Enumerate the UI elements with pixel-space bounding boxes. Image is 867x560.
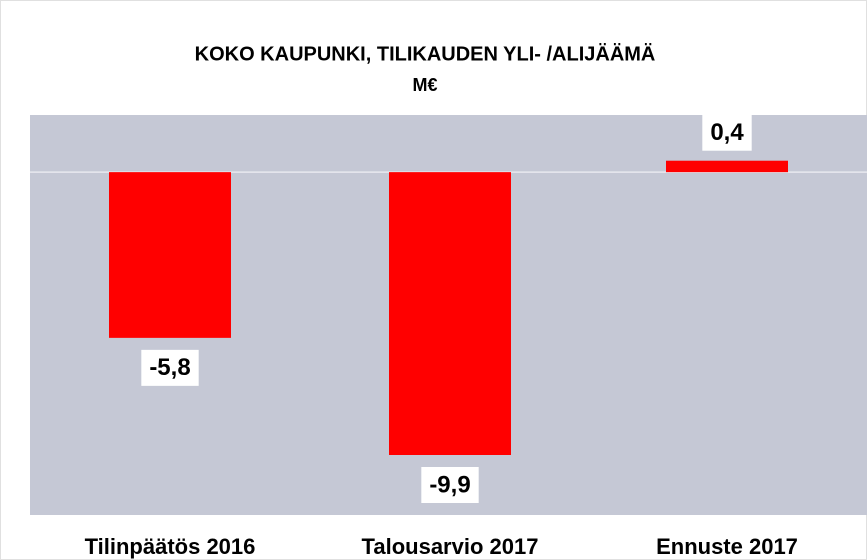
value-label: -9,9 xyxy=(429,471,470,498)
value-label-box xyxy=(421,467,479,503)
value-label: -5,8 xyxy=(149,354,190,381)
value-label: 0,4 xyxy=(710,119,744,146)
chart-subtitle: M€ xyxy=(412,75,437,95)
bar xyxy=(666,160,788,173)
chart-title: KOKO KAUPUNKI, TILIKAUDEN YLI- /ALIJÄÄMÄ xyxy=(195,42,656,65)
x-tick-label: Tilinpäätös 2016 xyxy=(85,534,256,559)
x-tick-label: Talousarvio 2017 xyxy=(362,534,539,559)
bar xyxy=(109,172,231,338)
x-tick-label: Ennuste 2017 xyxy=(656,534,798,559)
value-label-box xyxy=(702,114,752,151)
bar xyxy=(389,172,511,455)
value-label-box xyxy=(141,349,199,386)
